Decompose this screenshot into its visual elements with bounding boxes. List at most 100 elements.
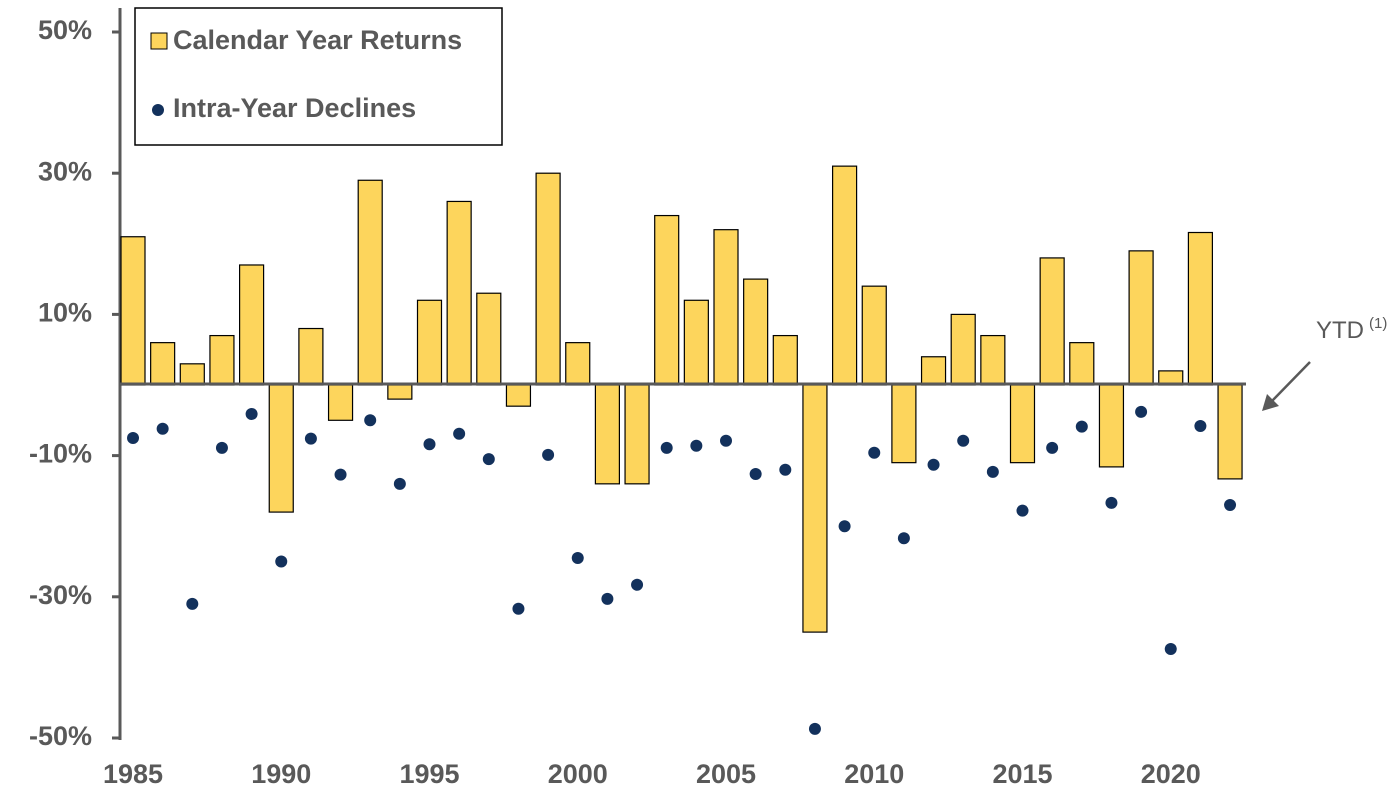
bar — [713, 229, 739, 386]
bar — [327, 384, 354, 421]
annotation-text: YTD — [1316, 317, 1364, 344]
bar — [1098, 384, 1125, 468]
dot — [1224, 499, 1237, 512]
y-tick-label: -50% — [29, 721, 92, 751]
dot — [423, 438, 436, 451]
dot — [601, 592, 614, 605]
dot — [156, 422, 169, 435]
dot — [215, 441, 228, 454]
bar — [1128, 250, 1154, 386]
x-tick-label: 1995 — [399, 759, 459, 789]
dot — [779, 463, 792, 476]
bar — [476, 292, 502, 386]
dot — [482, 453, 495, 466]
dot — [127, 431, 139, 444]
dot — [838, 520, 851, 533]
dot — [868, 446, 881, 459]
bar — [980, 334, 1006, 386]
dot — [631, 578, 644, 591]
bar — [772, 334, 798, 386]
bar — [920, 356, 947, 386]
bar — [1039, 257, 1065, 386]
x-tick-label: 2000 — [548, 759, 608, 789]
bar — [209, 334, 235, 386]
legend-marker — [152, 104, 164, 116]
dot — [275, 555, 288, 568]
annotation-superscript: (1) — [1369, 315, 1387, 332]
dot — [1075, 420, 1088, 433]
dot — [986, 465, 999, 478]
bar — [1217, 384, 1243, 480]
bar — [446, 200, 472, 386]
annotation-arrowhead — [1262, 394, 1279, 411]
annotation: YTD (1) — [1316, 315, 1387, 344]
x-tick-label: 1990 — [251, 759, 311, 789]
y-tick-label: 50% — [38, 15, 92, 45]
dot — [749, 467, 762, 480]
bar — [150, 342, 176, 386]
bar — [505, 384, 532, 407]
y-tick-label: -30% — [29, 580, 92, 610]
x-tick-label: 2005 — [696, 759, 756, 789]
bar — [831, 165, 858, 386]
y-tick-label: 30% — [38, 156, 92, 186]
dot — [660, 441, 673, 454]
dot — [453, 427, 466, 440]
x-tick-label: 2020 — [1141, 759, 1201, 789]
dot — [1135, 405, 1148, 418]
bar — [239, 264, 265, 386]
bar — [298, 327, 324, 386]
bar — [861, 285, 887, 386]
dot — [304, 432, 317, 445]
legend-box — [134, 7, 503, 146]
bar — [802, 384, 828, 633]
bar — [594, 384, 621, 485]
bar — [1009, 384, 1036, 464]
dot — [393, 477, 406, 490]
y-tick-label: 10% — [38, 298, 92, 328]
dot — [512, 602, 525, 615]
dot — [364, 414, 377, 427]
x-tick-label: 2010 — [844, 759, 904, 789]
dot — [334, 468, 347, 481]
dot — [808, 722, 821, 735]
dot — [957, 434, 970, 447]
bar — [683, 299, 709, 386]
bar — [120, 236, 146, 386]
dot — [1016, 504, 1029, 517]
bar — [387, 384, 413, 400]
bar — [179, 363, 205, 386]
bar — [565, 342, 591, 386]
y-tick-label: -10% — [29, 439, 92, 469]
plot-area — [120, 165, 1243, 735]
dot — [927, 458, 940, 471]
bar — [891, 384, 917, 464]
dot — [1105, 496, 1118, 509]
dot — [542, 448, 555, 461]
bar — [416, 299, 443, 386]
bar — [743, 278, 769, 386]
bar — [357, 179, 383, 386]
x-tick-label: 2015 — [992, 759, 1052, 789]
bar — [535, 172, 561, 386]
legend-label: Intra-Year Declines — [173, 93, 416, 123]
bar — [624, 384, 650, 485]
legend: Calendar Year Returns Intra-Year Decline… — [134, 7, 503, 146]
legend-swatch — [150, 32, 168, 50]
annotation-arrow — [1271, 361, 1311, 402]
dot — [186, 597, 199, 610]
dot — [897, 532, 910, 545]
legend-label: Calendar Year Returns — [173, 25, 462, 55]
dot — [690, 439, 703, 452]
dot — [1046, 441, 1059, 454]
bar — [654, 214, 680, 386]
dot — [1164, 643, 1177, 656]
bar — [1069, 342, 1095, 386]
dot — [245, 407, 258, 420]
bar — [268, 384, 294, 513]
x-tick-label: 1985 — [103, 759, 163, 789]
bar — [1187, 231, 1214, 386]
bar — [950, 313, 976, 386]
dot — [720, 434, 732, 447]
